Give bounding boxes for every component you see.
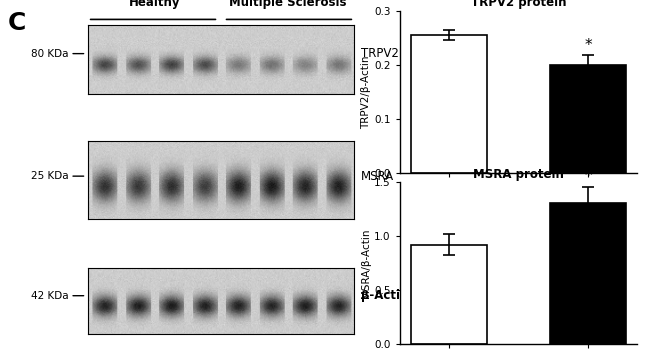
Text: Multiple Sclerosis: Multiple Sclerosis (229, 0, 346, 9)
Text: 25 KDa: 25 KDa (31, 171, 68, 181)
Text: 42 KDa: 42 KDa (31, 291, 68, 301)
Bar (411, 35, 487, 173)
Text: TRPV2: TRPV2 (361, 47, 398, 60)
Y-axis label: MSRA/β-Actin: MSRA/β-Actin (361, 228, 371, 298)
Title: MSRA protein: MSRA protein (473, 168, 564, 181)
Text: β-Actin: β-Actin (361, 289, 408, 302)
Y-axis label: TRPV2/β-Actin: TRPV2/β-Actin (361, 55, 371, 128)
Text: 80 KDa: 80 KDa (31, 49, 68, 59)
Title: TRPV2 protein: TRPV2 protein (471, 0, 566, 10)
Bar (411, 245, 487, 344)
Text: *: * (584, 169, 592, 184)
Bar (550, 203, 626, 344)
Text: MSRA: MSRA (361, 170, 394, 183)
Text: C: C (8, 11, 26, 35)
Text: Healthy: Healthy (129, 0, 180, 9)
Text: *: * (584, 38, 592, 53)
Bar (550, 65, 626, 173)
